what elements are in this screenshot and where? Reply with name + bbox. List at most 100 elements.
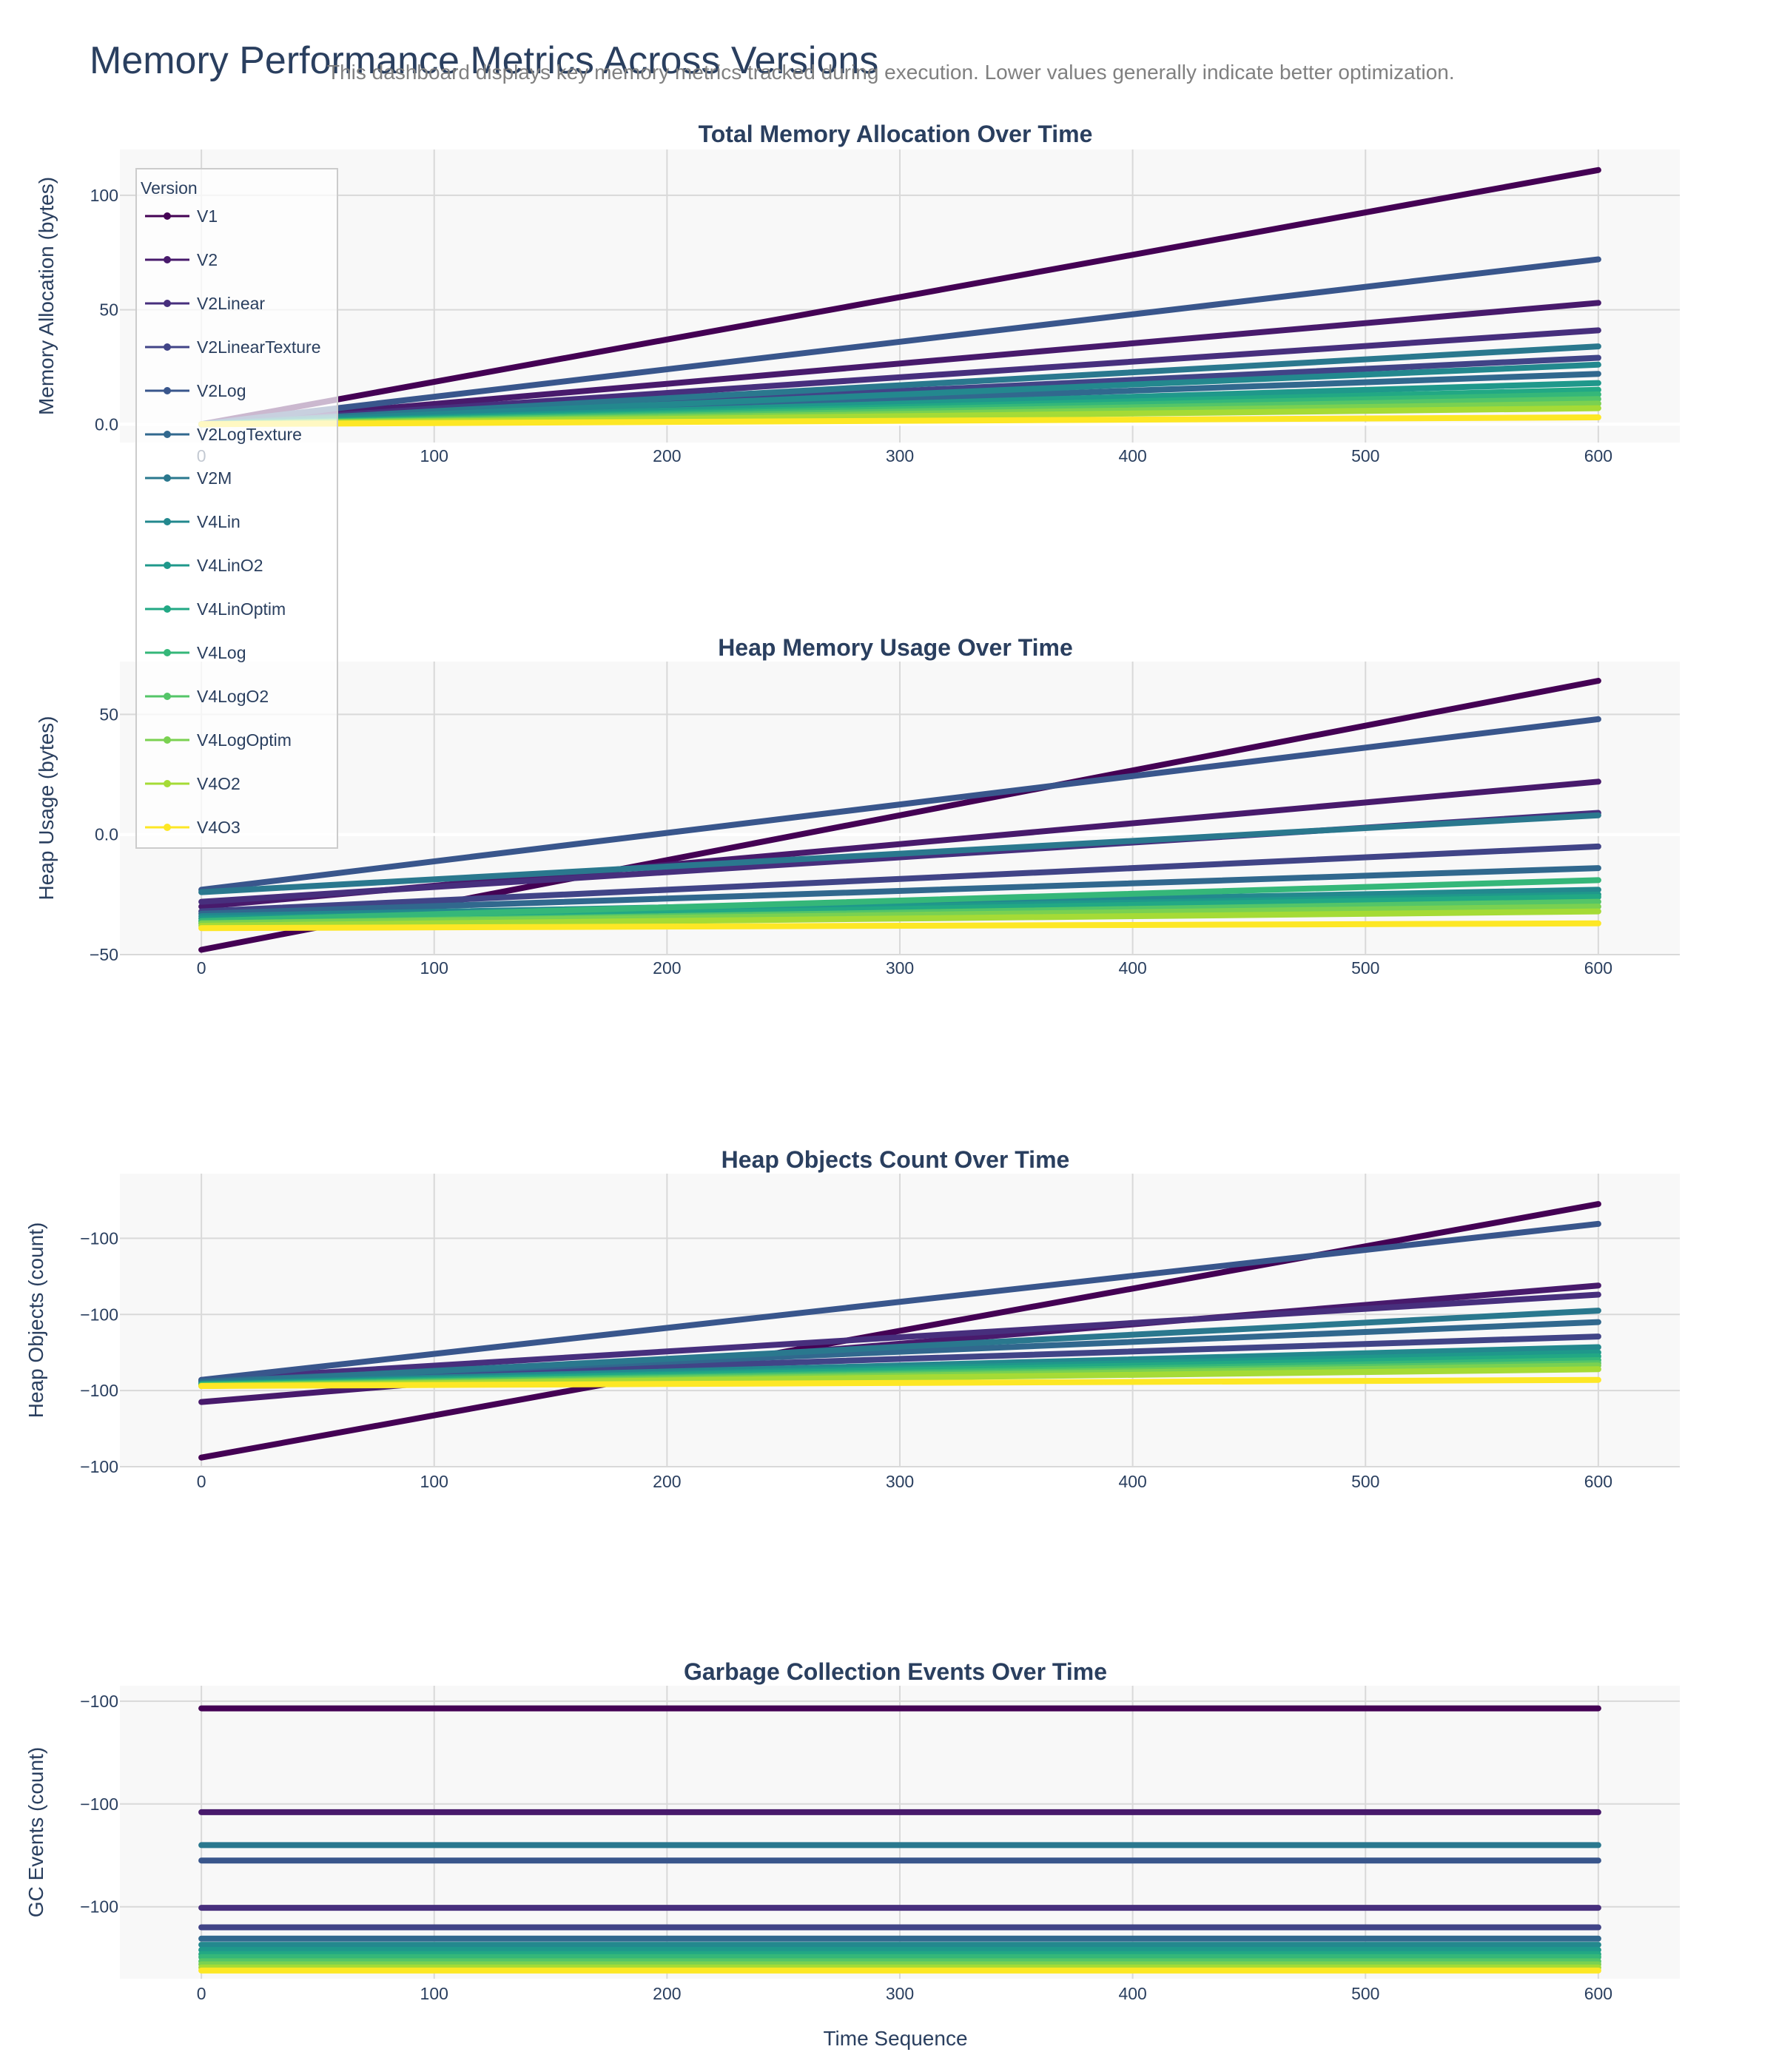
series-line-V2Linear bbox=[198, 1291, 1601, 1383]
chart-panel-3: 0 100 200 300 400 500 600 −100 −100 −100 −100 Heap … bbox=[24, 1146, 1680, 1491]
x-tick-label: 500 bbox=[1351, 446, 1379, 465]
y-tick-label: −100 bbox=[80, 1457, 118, 1476]
legend-marker bbox=[164, 212, 171, 220]
legend-marker bbox=[164, 780, 171, 787]
series-line-V1 bbox=[198, 166, 1601, 428]
y-tick-label: −100 bbox=[80, 1897, 118, 1917]
y-tick-label: 0.0 bbox=[95, 825, 118, 844]
y-tick-label: −100 bbox=[80, 1794, 118, 1814]
y-axis-title: Heap Usage (bytes) bbox=[35, 716, 58, 900]
series-line-V1 bbox=[198, 1201, 1601, 1461]
legend-item-V4Log: V4Log bbox=[197, 643, 246, 662]
legend-item-V2: V2 bbox=[197, 250, 218, 269]
legend-item-V2LogTexture: V2LogTexture bbox=[197, 425, 302, 444]
chart-title: Garbage Collection Events Over Time bbox=[684, 1658, 1107, 1685]
series-line-V4O2 bbox=[198, 908, 1601, 929]
chart-panel-2: 0 100 200 300 400 500 600 −50 0.0 50 Heap Memory U… bbox=[35, 634, 1680, 978]
series-line-V4O3 bbox=[198, 920, 1601, 932]
series-line-V2Log bbox=[198, 1220, 1601, 1383]
legend-item-V4LogOptim: V4LogOptim bbox=[197, 730, 292, 750]
x-tick-label: 600 bbox=[1584, 958, 1612, 978]
x-tick-label: 400 bbox=[1118, 958, 1146, 978]
legend-box bbox=[135, 168, 338, 849]
legend: Version V1 V2 V2Linear V2LinearTexture V2Log V… bbox=[135, 168, 338, 849]
x-tick-label: 300 bbox=[886, 1472, 914, 1491]
x-tick-label: 600 bbox=[1584, 1472, 1612, 1491]
legend-marker bbox=[164, 518, 171, 525]
x-tick-label: 200 bbox=[653, 446, 681, 465]
y-tick-label: 50 bbox=[99, 704, 118, 724]
legend-item-V4O2: V4O2 bbox=[197, 774, 240, 793]
x-tick-label: 100 bbox=[420, 958, 448, 978]
legend-item-V4O3: V4O3 bbox=[197, 818, 240, 837]
legend-marker bbox=[164, 431, 171, 438]
y-tick-label: −50 bbox=[90, 945, 118, 964]
x-tick-label: 300 bbox=[886, 446, 914, 465]
series-line-V2M bbox=[198, 1308, 1601, 1386]
legend-marker bbox=[164, 649, 171, 656]
legend-marker bbox=[164, 474, 171, 482]
x-tick-label: 100 bbox=[420, 1472, 448, 1491]
x-tick-label: 300 bbox=[886, 1984, 914, 2003]
legend-item-V1: V1 bbox=[197, 206, 218, 226]
chart-title: Total Memory Allocation Over Time bbox=[699, 121, 1093, 147]
y-tick-label: 50 bbox=[99, 300, 118, 320]
x-tick-label: 500 bbox=[1351, 1984, 1379, 2003]
legend-item-V4LinOptim: V4LinOptim bbox=[197, 599, 286, 619]
y-tick-label: −100 bbox=[80, 1381, 118, 1400]
series-line-V2M bbox=[198, 812, 1601, 895]
page-subtitle: This dashboard displays key memory metri… bbox=[327, 61, 1455, 84]
y-tick-label: −100 bbox=[80, 1305, 118, 1324]
y-tick-label: 100 bbox=[90, 186, 118, 205]
legend-marker bbox=[164, 300, 171, 307]
legend-marker bbox=[164, 824, 171, 831]
y-tick-label: −100 bbox=[80, 1228, 118, 1248]
x-tick-label: 200 bbox=[653, 1984, 681, 2003]
series-line-V2Log bbox=[198, 716, 1601, 893]
legend-item-V2M: V2M bbox=[197, 468, 232, 488]
x-tick-label: 0 bbox=[197, 1984, 206, 2003]
legend-item-V2Log: V2Log bbox=[197, 381, 246, 400]
x-tick-label: 600 bbox=[1584, 1984, 1612, 2003]
legend-item-V2Linear: V2Linear bbox=[197, 294, 265, 313]
legend-title: Version bbox=[141, 178, 198, 198]
legend-marker bbox=[164, 387, 171, 394]
y-axis-title: GC Events (count) bbox=[24, 1747, 47, 1917]
x-tick-label: 300 bbox=[886, 958, 914, 978]
chart-panel-4: 0 100 200 300 400 500 600 −100 −100 −100 Garbage C… bbox=[24, 1658, 1680, 2050]
series-line-V4O3 bbox=[198, 414, 1601, 428]
legend-marker bbox=[164, 736, 171, 744]
x-tick-label: 400 bbox=[1118, 1472, 1146, 1491]
legend-marker bbox=[164, 605, 171, 613]
legend-item-V4LinO2: V4LinO2 bbox=[197, 556, 263, 575]
legend-marker bbox=[164, 693, 171, 700]
series-line-V4Log bbox=[198, 877, 1601, 924]
x-tick-label: 100 bbox=[420, 446, 448, 465]
series-line-V2M bbox=[198, 343, 1601, 428]
series-line-V2LogTexture bbox=[198, 865, 1601, 917]
series-line-V2Log bbox=[198, 256, 1601, 428]
x-tick-label: 100 bbox=[420, 1984, 448, 2003]
y-tick-label: −100 bbox=[80, 1692, 118, 1711]
legend-item-V2LinearTexture: V2LinearTexture bbox=[197, 337, 321, 357]
x-axis-title: Time Sequence bbox=[823, 2027, 967, 2050]
legend-marker bbox=[164, 343, 171, 351]
x-tick-label: 400 bbox=[1118, 446, 1146, 465]
legend-marker bbox=[164, 256, 171, 263]
x-tick-label: 200 bbox=[653, 1472, 681, 1491]
y-axis-title: Heap Objects (count) bbox=[24, 1222, 47, 1419]
x-tick-label: 0 bbox=[197, 1472, 206, 1491]
x-tick-label: 600 bbox=[1584, 446, 1612, 465]
y-tick-label: 0.0 bbox=[95, 414, 118, 434]
series-line-V4O3 bbox=[198, 1376, 1601, 1389]
legend-marker bbox=[164, 562, 171, 569]
x-tick-label: 200 bbox=[653, 958, 681, 978]
x-tick-label: 500 bbox=[1351, 958, 1379, 978]
x-tick-label: 0 bbox=[197, 958, 206, 978]
x-tick-label: 400 bbox=[1118, 1984, 1146, 2003]
x-tick-label: 500 bbox=[1351, 1472, 1379, 1491]
page-title: Memory Performance Metrics Across Versio… bbox=[90, 39, 879, 82]
series-line-V2 bbox=[198, 300, 1601, 428]
